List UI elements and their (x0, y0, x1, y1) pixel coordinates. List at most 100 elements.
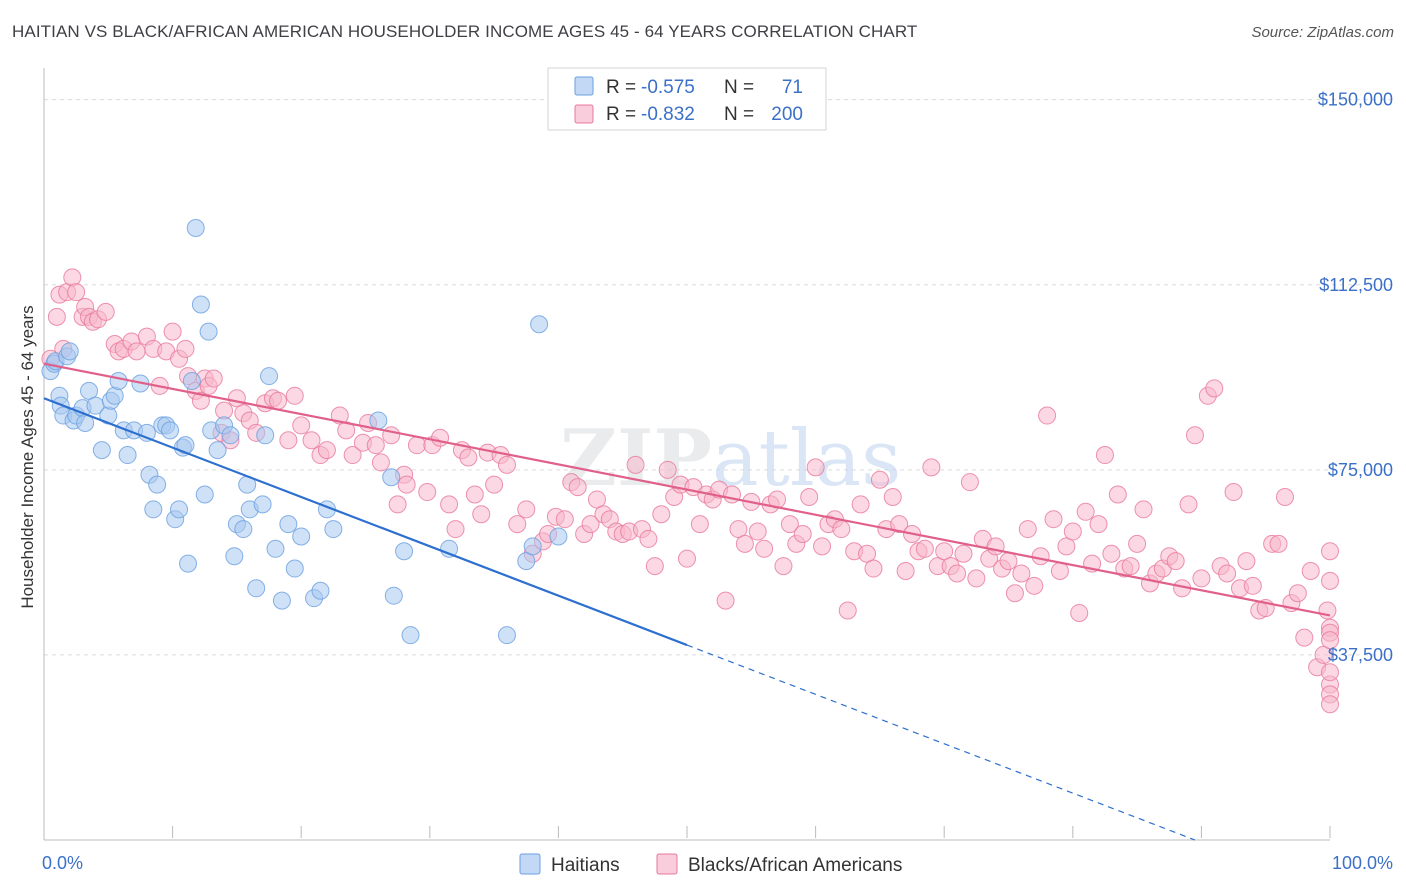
data-point (285, 559, 304, 578)
data-point (639, 529, 658, 548)
data-point (1121, 557, 1140, 576)
data-point (253, 495, 272, 514)
data-point (780, 515, 799, 534)
y-tick-label: $75,000 (1328, 460, 1393, 480)
data-point (915, 539, 934, 558)
data-point (645, 557, 664, 576)
data-point (440, 495, 459, 514)
data-point (517, 500, 536, 519)
data-point (446, 520, 465, 539)
x-tick-label: 0.0% (42, 853, 83, 873)
data-point (485, 475, 504, 494)
data-point (1108, 485, 1127, 504)
data-point (179, 554, 198, 573)
data-point (256, 426, 275, 445)
axes (43, 68, 1331, 841)
data-point (148, 475, 167, 494)
data-point (690, 515, 709, 534)
data-point (581, 515, 600, 534)
data-point (1050, 562, 1069, 581)
data-point (530, 315, 549, 334)
data-point (986, 537, 1005, 556)
data-point (186, 219, 205, 237)
data-point (1089, 515, 1108, 534)
data-point (395, 542, 414, 561)
data-point (1321, 571, 1339, 590)
data-point (890, 515, 909, 534)
data-point (1314, 645, 1333, 664)
data-point (948, 564, 967, 583)
data-point (1321, 695, 1339, 714)
y-tick-label: $37,500 (1328, 645, 1393, 665)
data-point (1179, 495, 1198, 514)
data-point (806, 458, 825, 477)
data-point (755, 539, 774, 558)
data-point (497, 455, 516, 474)
data-point (407, 436, 426, 455)
data-point (199, 322, 218, 341)
data-point (1044, 510, 1063, 529)
bottom-legend-label-blacks: Blacks/African Americans (688, 855, 902, 876)
data-point (144, 500, 163, 519)
data-point (1243, 576, 1262, 595)
data-point (838, 601, 857, 620)
data-point (1166, 552, 1185, 571)
data-point (80, 381, 99, 400)
legend-n-value-0: 71 (782, 77, 803, 98)
data-point (1012, 564, 1031, 583)
legend-swatch-haitians (574, 76, 594, 96)
data-point (735, 534, 754, 553)
data-point (1321, 631, 1339, 650)
data-point (555, 510, 574, 529)
data-point (234, 520, 253, 539)
data-point (195, 485, 214, 504)
data-point (1205, 379, 1224, 398)
trend-line-1 (43, 362, 1331, 617)
data-point (1031, 547, 1050, 566)
legend-r-value-0: -0.575 (641, 77, 695, 98)
series-haitians-points (41, 219, 568, 645)
legend-swatch-blacks (574, 104, 594, 124)
data-point (324, 520, 343, 539)
data-point (1269, 534, 1288, 553)
data-point (774, 557, 793, 576)
data-point (418, 483, 437, 502)
legend-r-label-0: R = (606, 77, 636, 98)
data-point (269, 391, 288, 410)
data-point (587, 490, 606, 509)
data-point (343, 446, 362, 465)
data-point (1102, 544, 1121, 563)
data-point (292, 416, 311, 435)
data-point (1321, 663, 1339, 682)
chart-title: HAITIAN VS BLACK/AFRICAN AMERICAN HOUSEH… (12, 22, 918, 41)
data-point (999, 552, 1018, 571)
data-point (292, 527, 311, 546)
data-point (1318, 601, 1337, 620)
data-point (858, 544, 877, 563)
data-point (652, 505, 671, 524)
data-point (813, 537, 832, 556)
x-tick-label: 100.0% (1332, 853, 1393, 873)
legend-n-label-0: N = (724, 77, 754, 98)
data-point (1128, 534, 1147, 553)
data-point (260, 367, 279, 386)
data-point (497, 626, 516, 645)
data-point (1057, 537, 1076, 556)
data-point (549, 527, 568, 546)
data-point (922, 458, 941, 477)
data-point (118, 446, 137, 465)
data-point (176, 339, 195, 358)
legend-r-value-1: -0.832 (641, 104, 695, 125)
legend-r-label-1: R = (606, 104, 636, 125)
data-point (382, 468, 401, 487)
data-point (191, 391, 210, 410)
bottom-legend-label-haitians: Haitians (551, 855, 620, 876)
data-point (967, 569, 986, 588)
data-point (382, 426, 401, 445)
y-tick-label: $150,000 (1318, 90, 1393, 110)
data-point (1218, 564, 1237, 583)
data-point (793, 525, 812, 543)
data-point (60, 342, 79, 361)
data-point (1076, 502, 1095, 521)
